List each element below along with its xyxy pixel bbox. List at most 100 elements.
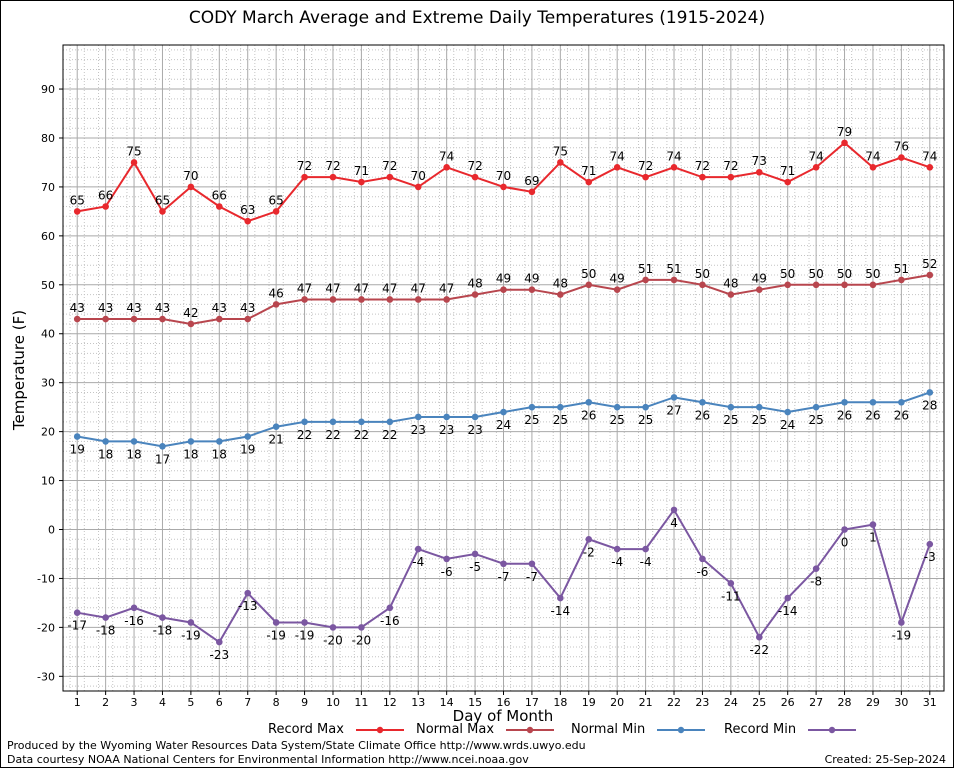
y-tick-label: 30 bbox=[41, 377, 55, 390]
data-label-normal-min: 18 bbox=[126, 447, 141, 461]
chart-title: CODY March Average and Extreme Daily Tem… bbox=[188, 8, 766, 28]
data-point-record-max bbox=[699, 173, 706, 181]
data-label-record-min: -4 bbox=[412, 555, 424, 569]
data-label-normal-max: 51 bbox=[638, 262, 653, 276]
data-label-normal-min: 23 bbox=[439, 423, 454, 437]
data-point-normal-max bbox=[642, 276, 649, 284]
data-point-normal-max bbox=[926, 271, 934, 279]
data-label-record-max: 72 bbox=[695, 159, 710, 173]
data-point-record-min bbox=[528, 560, 536, 568]
data-label-normal-max: 48 bbox=[723, 277, 738, 291]
data-point-normal-min bbox=[244, 433, 252, 440]
data-point-normal-min bbox=[471, 413, 479, 421]
data-point-normal-max bbox=[414, 296, 422, 303]
data-label-normal-max: 49 bbox=[610, 272, 625, 286]
data-label-record-max: 66 bbox=[212, 189, 227, 203]
data-label-record-max: 71 bbox=[354, 164, 369, 178]
x-tick-label: 13 bbox=[411, 696, 425, 709]
data-label-record-min: -20 bbox=[323, 633, 343, 647]
data-label-record-min: -11 bbox=[721, 589, 741, 603]
data-label-normal-min: 25 bbox=[808, 413, 823, 427]
data-point-record-min bbox=[216, 638, 223, 646]
data-label-normal-min: 19 bbox=[240, 443, 255, 457]
data-point-record-max bbox=[216, 203, 223, 210]
data-point-normal-max bbox=[528, 286, 536, 293]
data-label-record-min: -20 bbox=[352, 633, 372, 647]
data-point-normal-min bbox=[585, 398, 593, 406]
data-label-record-max: 63 bbox=[240, 203, 255, 217]
data-point-record-min bbox=[130, 604, 138, 612]
y-tick-label: 60 bbox=[41, 230, 55, 243]
data-point-record-max bbox=[926, 164, 934, 171]
data-point-record-min bbox=[471, 550, 479, 558]
data-label-record-max: 74 bbox=[439, 149, 454, 163]
data-point-normal-min bbox=[159, 443, 166, 450]
x-tick-label: 28 bbox=[838, 696, 852, 709]
data-point-normal-min bbox=[301, 418, 308, 426]
data-label-normal-min: 25 bbox=[524, 413, 539, 427]
data-point-record-max bbox=[358, 178, 365, 186]
x-tick-label: 3 bbox=[131, 696, 138, 709]
data-label-normal-min: 26 bbox=[695, 408, 710, 422]
data-point-normal-max bbox=[386, 296, 394, 303]
data-label-normal-min: 26 bbox=[894, 408, 909, 422]
data-point-record-max bbox=[898, 154, 905, 161]
data-label-record-min: -13 bbox=[238, 599, 258, 613]
data-point-normal-min bbox=[869, 398, 877, 406]
data-point-normal-min bbox=[755, 403, 763, 411]
data-label-record-min: -14 bbox=[778, 604, 798, 618]
credits-data-source: Data courtesy NOAA National Centers for … bbox=[7, 753, 529, 766]
data-label-record-max: 69 bbox=[524, 174, 539, 188]
x-tick-label: 25 bbox=[752, 696, 766, 709]
data-point-normal-min bbox=[216, 438, 223, 445]
data-point-normal-max bbox=[187, 320, 195, 328]
data-point-record-max bbox=[187, 183, 195, 191]
data-label-normal-max: 43 bbox=[70, 301, 85, 315]
data-label-normal-max: 50 bbox=[837, 267, 852, 281]
data-label-normal-max: 47 bbox=[325, 281, 340, 295]
data-point-normal-max bbox=[216, 315, 223, 323]
data-label-record-max: 79 bbox=[837, 125, 852, 139]
data-label-normal-max: 48 bbox=[467, 277, 482, 291]
data-point-normal-max bbox=[699, 281, 706, 289]
data-label-normal-min: 25 bbox=[752, 413, 767, 427]
data-point-record-min bbox=[443, 555, 450, 563]
data-point-record-min bbox=[557, 594, 564, 602]
data-label-record-min: 0 bbox=[841, 536, 849, 550]
data-label-normal-max: 47 bbox=[439, 281, 454, 295]
y-tick-label: 20 bbox=[41, 426, 55, 439]
y-tick-label: -10 bbox=[37, 572, 55, 585]
data-label-record-max: 66 bbox=[98, 189, 113, 203]
data-label-record-min: -6 bbox=[441, 565, 453, 579]
data-point-record-min bbox=[898, 619, 905, 626]
x-tick-label: 19 bbox=[582, 696, 596, 709]
data-label-record-min: -16 bbox=[124, 614, 144, 628]
data-point-normal-min bbox=[130, 438, 138, 445]
data-label-normal-max: 49 bbox=[496, 272, 511, 286]
data-label-record-min: -7 bbox=[526, 570, 538, 584]
data-point-record-max bbox=[727, 173, 735, 181]
x-tick-label: 12 bbox=[383, 696, 397, 709]
data-point-normal-min bbox=[557, 403, 564, 411]
data-point-record-max bbox=[500, 183, 507, 191]
y-tick-label: 10 bbox=[41, 475, 55, 488]
x-tick-label: 21 bbox=[639, 696, 653, 709]
data-point-record-max bbox=[386, 173, 394, 181]
x-tick-label: 11 bbox=[354, 696, 368, 709]
data-point-record-min bbox=[926, 540, 934, 548]
data-point-record-min bbox=[841, 526, 848, 533]
data-point-record-max bbox=[585, 178, 593, 186]
data-point-normal-min bbox=[358, 418, 365, 426]
data-label-record-min: 1 bbox=[869, 531, 877, 545]
data-point-normal-max bbox=[329, 296, 337, 303]
legend-swatch-normal-min bbox=[657, 726, 706, 733]
data-point-normal-max bbox=[670, 276, 678, 284]
data-point-normal-min bbox=[329, 418, 337, 426]
data-label-normal-min: 25 bbox=[610, 413, 625, 427]
y-tick-label: -30 bbox=[37, 670, 55, 683]
data-label-normal-max: 43 bbox=[155, 301, 170, 315]
data-point-normal-max bbox=[73, 315, 81, 323]
data-label-record-min: -7 bbox=[498, 570, 510, 584]
data-point-record-max bbox=[784, 178, 791, 186]
data-point-normal-min bbox=[727, 403, 735, 411]
